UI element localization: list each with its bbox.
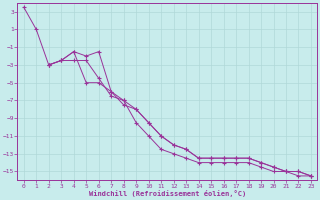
X-axis label: Windchill (Refroidissement éolien,°C): Windchill (Refroidissement éolien,°C): [89, 190, 246, 197]
